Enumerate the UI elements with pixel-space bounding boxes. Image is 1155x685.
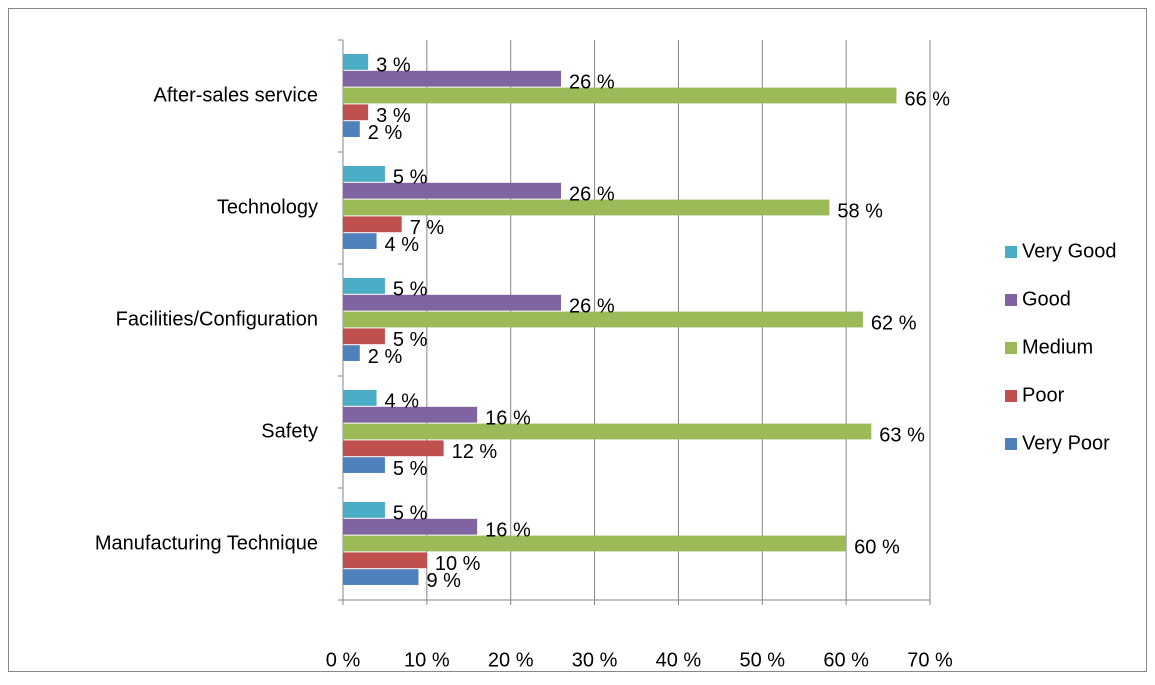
legend-swatch: [1005, 438, 1017, 450]
bar: [343, 423, 872, 440]
data-label: 63 %: [879, 424, 925, 446]
data-label: 4 %: [385, 391, 420, 413]
bar: [343, 390, 377, 406]
bar: [343, 406, 478, 423]
bar: [343, 87, 897, 104]
x-tick-label: 20 %: [488, 649, 534, 671]
bar: [343, 345, 360, 361]
data-label: 60 %: [854, 536, 900, 558]
data-label: 5 %: [393, 167, 428, 189]
legend-swatch: [1005, 294, 1017, 306]
y-tick-label: Manufacturing Technique: [95, 532, 318, 554]
x-tick-label: 70 %: [907, 649, 953, 671]
legend-label: Good: [1022, 288, 1071, 310]
bar: [343, 278, 385, 294]
data-label: 62 %: [871, 312, 917, 334]
data-label: 5 %: [393, 329, 428, 351]
legend-label: Very Poor: [1022, 432, 1110, 454]
data-label: 26 %: [569, 71, 615, 93]
y-tick-label: Facilities/Configuration: [116, 308, 318, 330]
bar: [343, 216, 402, 233]
legend-swatch: [1005, 342, 1017, 354]
bar: [343, 294, 562, 311]
data-label: 16 %: [485, 519, 531, 541]
data-label: 5 %: [393, 458, 428, 480]
data-label: 16 %: [485, 407, 531, 429]
bar: [343, 182, 562, 199]
y-tick-label: Safety: [261, 420, 318, 442]
bar: [343, 70, 562, 87]
bar: [343, 457, 385, 473]
data-label: 2 %: [368, 122, 403, 144]
y-tick-label: Technology: [217, 196, 318, 218]
bar: [343, 440, 444, 457]
bar: [343, 121, 360, 137]
chart-border: [8, 8, 1147, 672]
y-tick-label: After-sales service: [154, 84, 319, 106]
bar: [343, 502, 385, 518]
x-tick-label: 40 %: [656, 649, 702, 671]
legend-label: Poor: [1022, 384, 1065, 406]
legend-label: Very Good: [1022, 240, 1117, 262]
legend-label: Medium: [1022, 336, 1093, 358]
bar: [343, 328, 385, 345]
bar: [343, 518, 478, 535]
bar: [343, 552, 427, 569]
bar: [343, 233, 377, 249]
data-label: 5 %: [393, 503, 428, 525]
data-label: 58 %: [837, 200, 883, 222]
bar: [343, 535, 847, 552]
bar: [343, 311, 863, 328]
legend-swatch: [1005, 246, 1017, 258]
data-label: 5 %: [393, 279, 428, 301]
data-label: 26 %: [569, 295, 615, 317]
data-label: 12 %: [452, 441, 498, 463]
data-label: 7 %: [410, 217, 445, 239]
x-tick-label: 30 %: [572, 649, 618, 671]
data-label: 26 %: [569, 183, 615, 205]
x-tick-label: 0 %: [326, 649, 361, 671]
bar: [343, 104, 369, 121]
data-label: 3 %: [376, 105, 411, 127]
x-tick-label: 10 %: [404, 649, 450, 671]
data-label: 10 %: [435, 553, 481, 575]
x-tick-label: 60 %: [823, 649, 869, 671]
x-tick-label: 50 %: [739, 649, 785, 671]
legend-swatch: [1005, 390, 1017, 402]
data-label: 9 %: [426, 570, 461, 592]
bar: [343, 166, 385, 182]
data-label: 4 %: [385, 234, 420, 256]
data-label: 66 %: [904, 88, 950, 110]
data-label: 2 %: [368, 346, 403, 368]
bar: [343, 569, 419, 585]
bar: [343, 54, 369, 70]
data-label: 3 %: [376, 55, 411, 77]
bar: [343, 199, 830, 216]
